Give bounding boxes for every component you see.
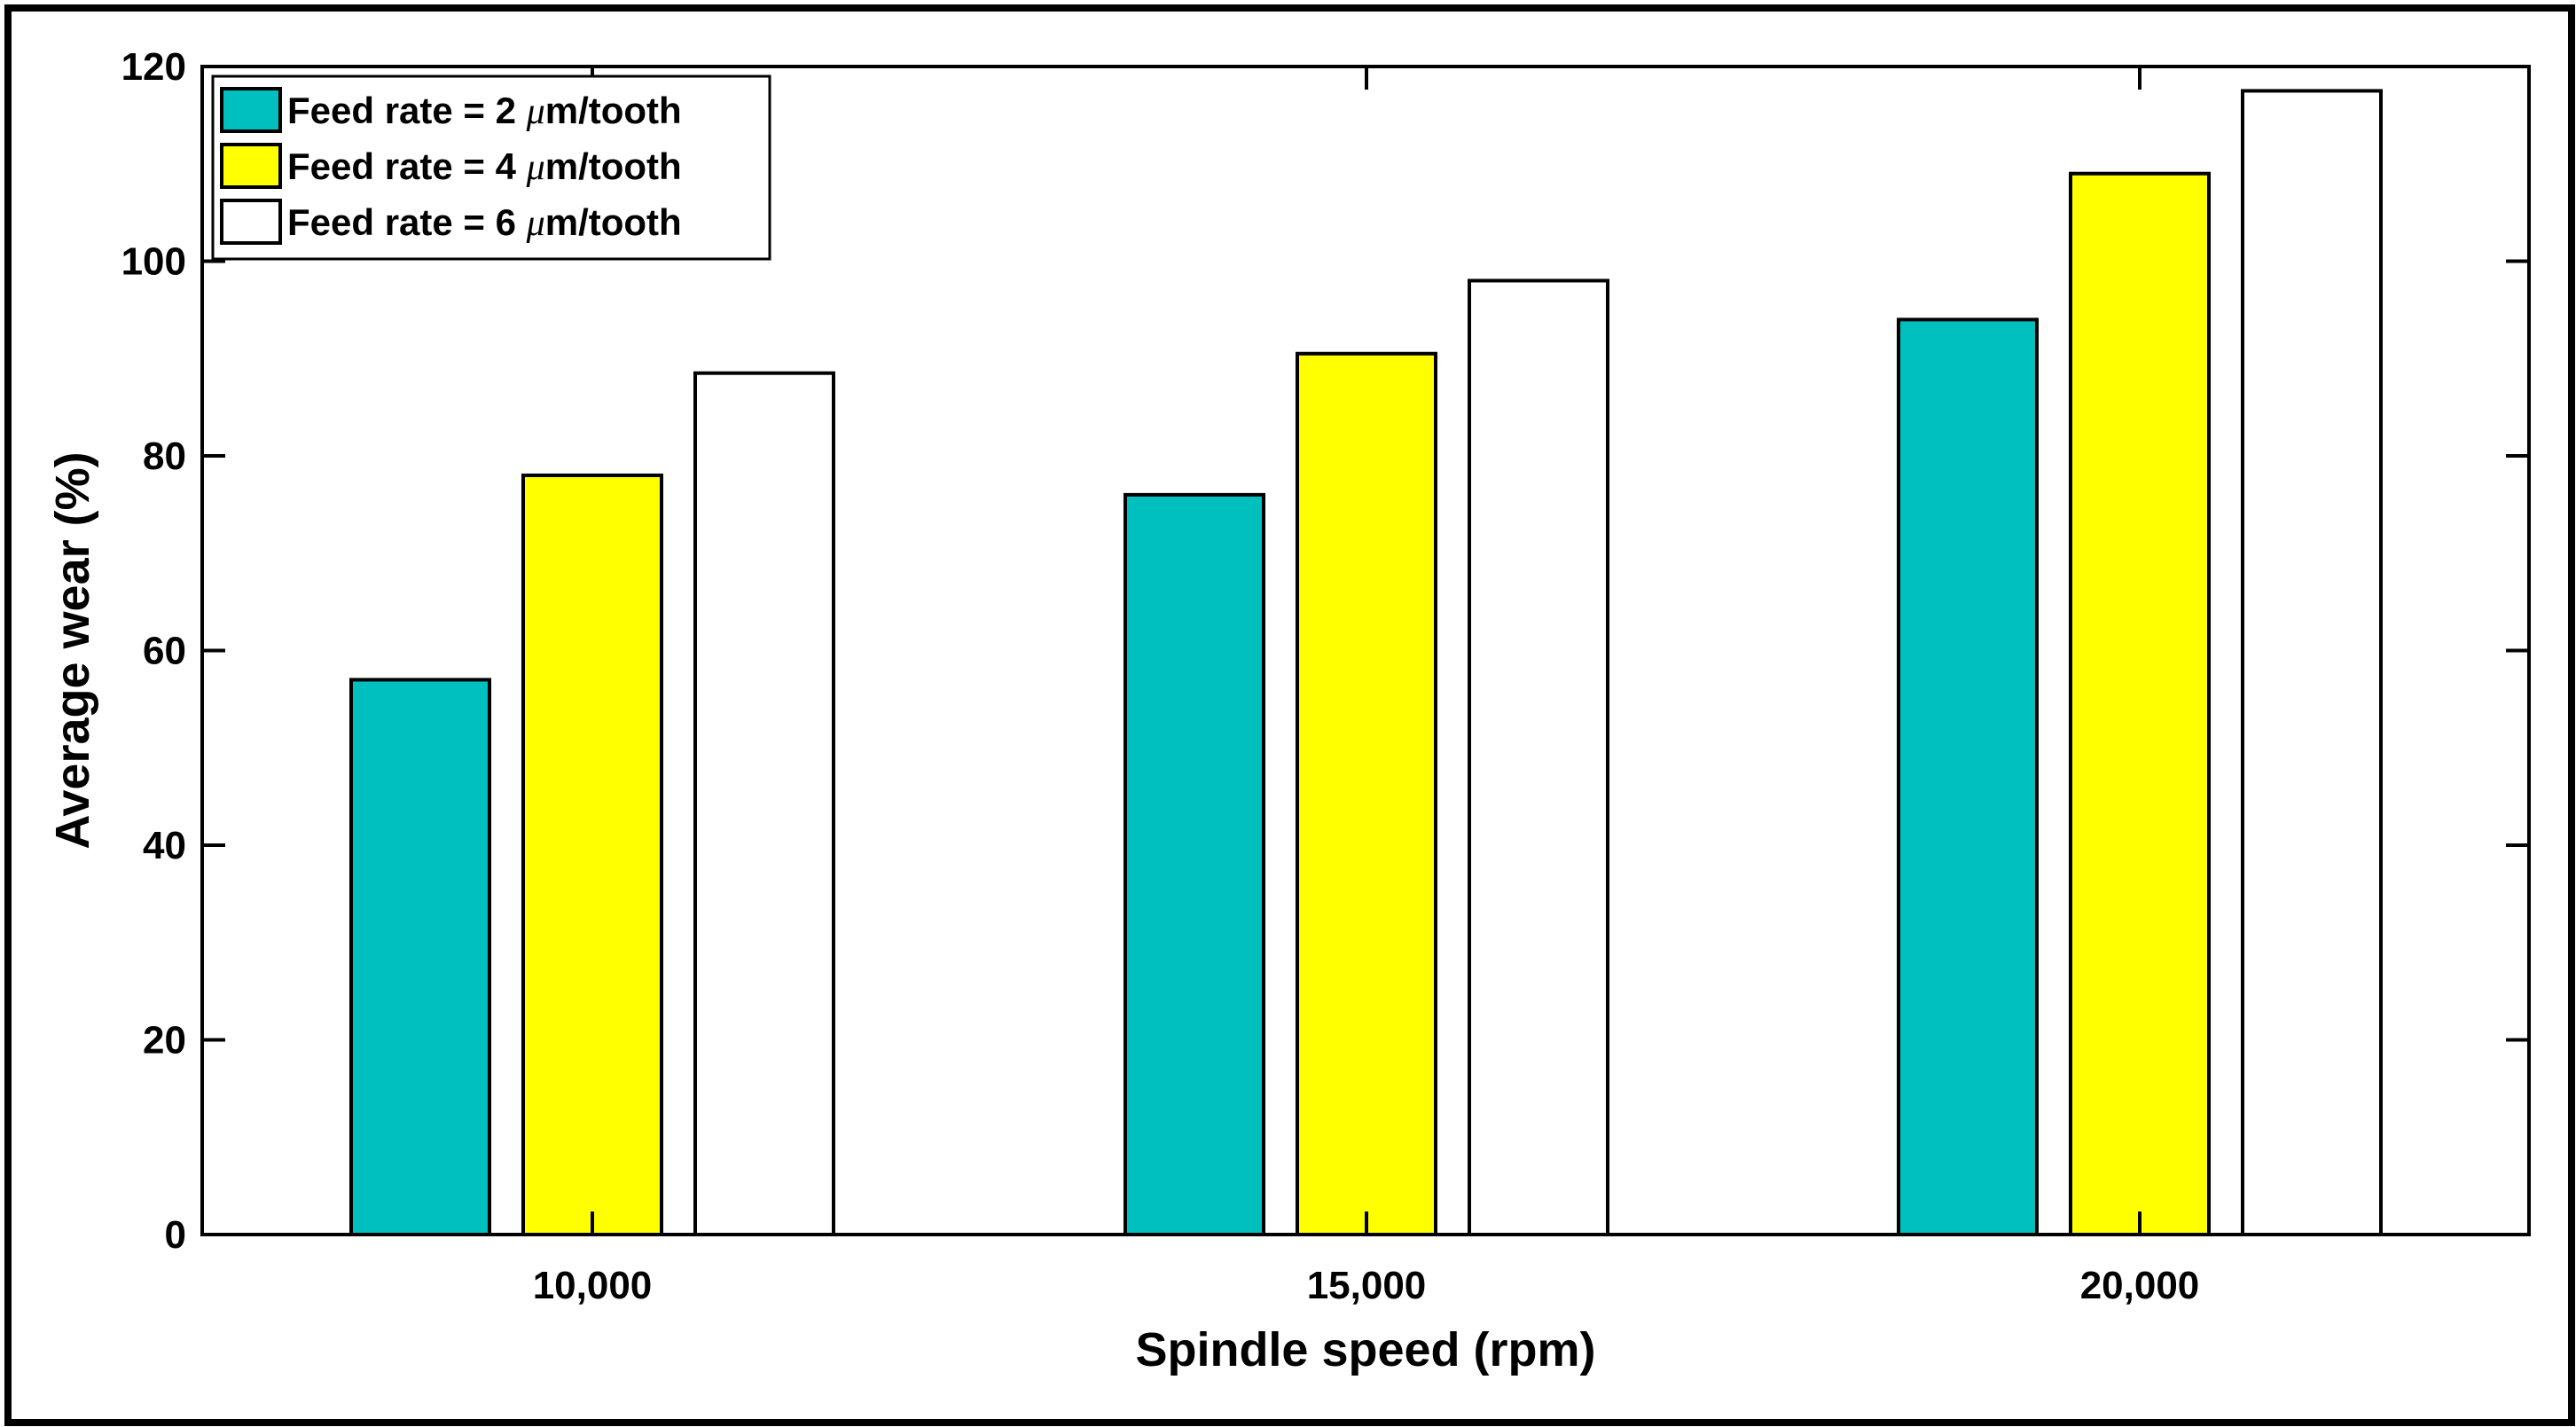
legend-label-series2: Feed rate = 4 μm/tooth [287,145,682,188]
bar-series1-20000 [1897,318,2039,1237]
bar-series3-10000 [693,371,835,1236]
x-tick-label: 15,000 [1307,1264,1427,1307]
bar-series3-15000 [1468,278,1609,1237]
x-tick-label: 10,000 [533,1264,653,1307]
legend-box [211,74,771,261]
legend-swatch-series3 [220,199,282,245]
y-tick-label: 100 [121,240,186,284]
legend-label-series1: Feed rate = 2 μm/tooth [287,90,682,132]
y-tick-label: 0 [165,1213,186,1257]
x-axis-label: Spindle speed (rpm) [1135,1323,1595,1376]
legend: Feed rate = 2 μm/tooth Feed rate = 4 μm/t… [211,74,771,261]
y-tick-label: 20 [143,1019,186,1062]
legend-swatch-series1 [220,87,282,133]
bar-series2-10000 [521,473,663,1236]
y-tick-label: 60 [143,630,186,673]
bars-layer [349,89,2383,1237]
legend-label-series3: Feed rate = 6 μm/tooth [287,201,682,244]
bar-series2-20000 [2069,171,2211,1237]
y-tick-label: 80 [143,435,186,478]
bar-series1-10000 [349,678,491,1236]
bar-series1-15000 [1124,492,1265,1236]
bar-series2-15000 [1296,351,1437,1236]
y-tick-label: 40 [143,824,186,867]
y-tick-label: 120 [121,45,186,89]
bar-series3-20000 [2241,89,2383,1236]
legend-swatch-series2 [220,143,282,189]
y-axis-label: Average wear (%) [46,451,99,849]
ticks-layer: 0 20 40 60 80 100 120 10,000 15,000 20,000 [121,45,2529,1307]
x-tick-label: 20,000 [2080,1264,2200,1307]
